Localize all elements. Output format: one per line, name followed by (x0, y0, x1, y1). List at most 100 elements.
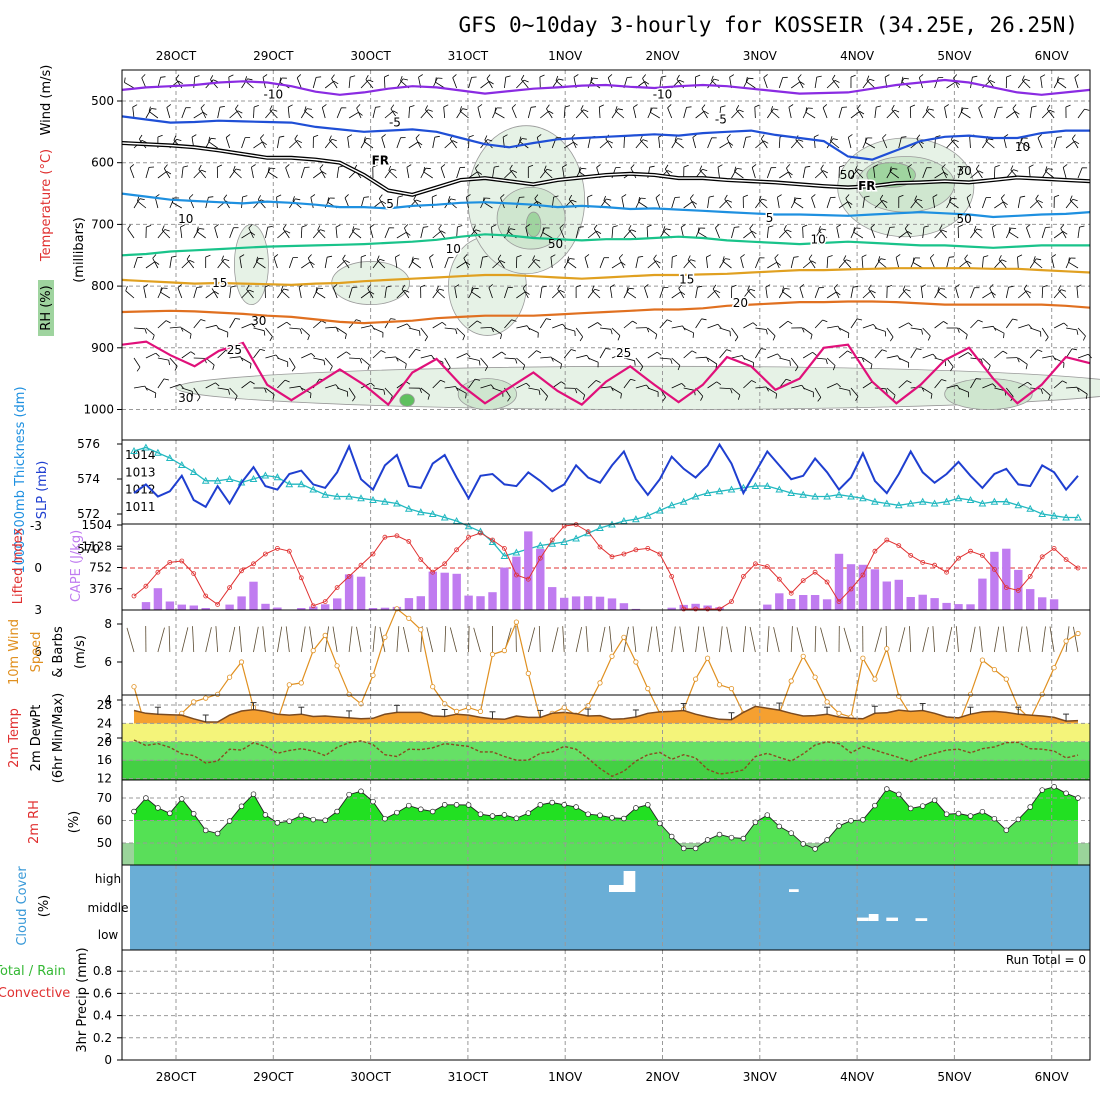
wind-barb-flag (690, 259, 696, 262)
wind-barb-flag (907, 231, 913, 235)
lifted-index-point (215, 602, 221, 607)
wind-barb-flag (857, 104, 861, 109)
wind-barb (978, 107, 983, 119)
temp2m-fill (134, 706, 1078, 724)
lifted-index-point (980, 553, 985, 558)
wind-barb (886, 168, 893, 179)
wind-barb-flag (621, 261, 626, 266)
lifted-index-point (956, 555, 961, 561)
wind-barb-flag (190, 351, 196, 355)
wind-barb-flag (697, 227, 700, 233)
wind-barb (635, 384, 647, 389)
wind-barb-flag (864, 195, 870, 198)
temperature-label: Temperature (°C) (39, 149, 54, 262)
wind-barb-flag (998, 255, 1002, 260)
wind-barb (958, 352, 969, 359)
li-tick-label: 6 (34, 645, 42, 659)
wind10m-barb (1049, 626, 1055, 653)
wind-barb-flag (712, 284, 717, 290)
wind-barb (790, 198, 797, 209)
rh2m-point (884, 786, 890, 792)
wind-barb (429, 257, 434, 269)
wind-barb-flag (521, 74, 525, 80)
wind-barb (181, 260, 190, 269)
wind-barb-flag (194, 75, 200, 78)
wind-barb (793, 201, 804, 209)
wind-barb-flag (367, 364, 370, 370)
wind-barb (133, 385, 145, 389)
rh2m-point (382, 815, 388, 822)
wind-barb-flag (678, 284, 683, 289)
wind-barb-flag (378, 194, 383, 199)
rh2m-point (621, 815, 627, 822)
thickness-point (572, 534, 580, 542)
wind-barb-flag (304, 106, 307, 112)
wind10m-barb (790, 626, 793, 653)
wind-barb-flag (125, 285, 128, 291)
lifted-index-point (406, 539, 412, 544)
thickness-point (1002, 497, 1011, 505)
wind-barb-flag (1072, 198, 1078, 202)
wind-barb (879, 198, 888, 209)
wind-barb-flag (237, 110, 243, 114)
wind-barb (958, 387, 969, 393)
wind-barb (706, 257, 708, 269)
wind-barb (1018, 324, 1029, 329)
rh2m-point (501, 812, 508, 818)
wind-barb (814, 170, 824, 179)
wind-barb (874, 258, 882, 269)
thickness-point (655, 506, 664, 514)
wind-barb (342, 258, 350, 269)
wind-barb-flag (363, 196, 369, 198)
wind-barb (336, 351, 347, 359)
wind-barb-flag (390, 318, 396, 320)
wind-barb-flag (724, 194, 728, 200)
thickness-point (954, 494, 963, 502)
wind10m-speed-point (609, 653, 615, 659)
slp-tick-label: 1013 (125, 465, 156, 479)
wind-barb-flag (1045, 336, 1049, 342)
wind-barb-flag (811, 194, 816, 198)
pressure-tick-label: 800 (91, 279, 114, 293)
x-axis-bottom-label: 2NOV (645, 1070, 680, 1084)
lifted-index-point (155, 569, 161, 575)
wind-barb (539, 287, 543, 299)
wind-barb-flag (1038, 200, 1043, 204)
cape-bar (404, 598, 414, 610)
wind-barb-flag (1056, 136, 1062, 138)
wind-barb (658, 137, 661, 149)
wind-barb (356, 107, 362, 119)
wind-barb-flag (664, 164, 669, 170)
lifted-index-point (501, 546, 507, 551)
wind-barb (683, 201, 693, 209)
wind-barb (774, 257, 780, 269)
wind-barb-flag (532, 255, 536, 261)
wind-barb-flag (210, 137, 216, 140)
wind-barb-flag (847, 332, 850, 339)
wind-barb-flag (895, 254, 901, 258)
rh2m-point (657, 820, 663, 827)
wind-barb-flag (331, 74, 335, 79)
wind-barb-flag (381, 200, 387, 205)
wind-barb-flag (1036, 258, 1042, 261)
cape-bar (595, 596, 605, 610)
wind-barb (217, 258, 225, 269)
wind-barb (193, 387, 201, 398)
wind-barb (145, 387, 156, 394)
wind-barb (615, 110, 625, 119)
wind-barb (745, 81, 756, 89)
wind-barb (471, 291, 481, 299)
wind-barb-flag (777, 353, 782, 358)
wind-barb-flag (832, 74, 836, 80)
wind-barb-flag (603, 195, 606, 201)
wind-barb (277, 230, 286, 239)
wind-barb (241, 381, 251, 389)
wind-barb-flag (584, 254, 590, 258)
wind-barb (575, 227, 580, 239)
wind-barb-flag (235, 104, 239, 110)
wind-barb (850, 287, 854, 299)
cape-bar (273, 607, 282, 610)
wind-barb (605, 138, 613, 149)
wind-barb (621, 197, 625, 209)
wind-barb-flag (695, 74, 701, 78)
